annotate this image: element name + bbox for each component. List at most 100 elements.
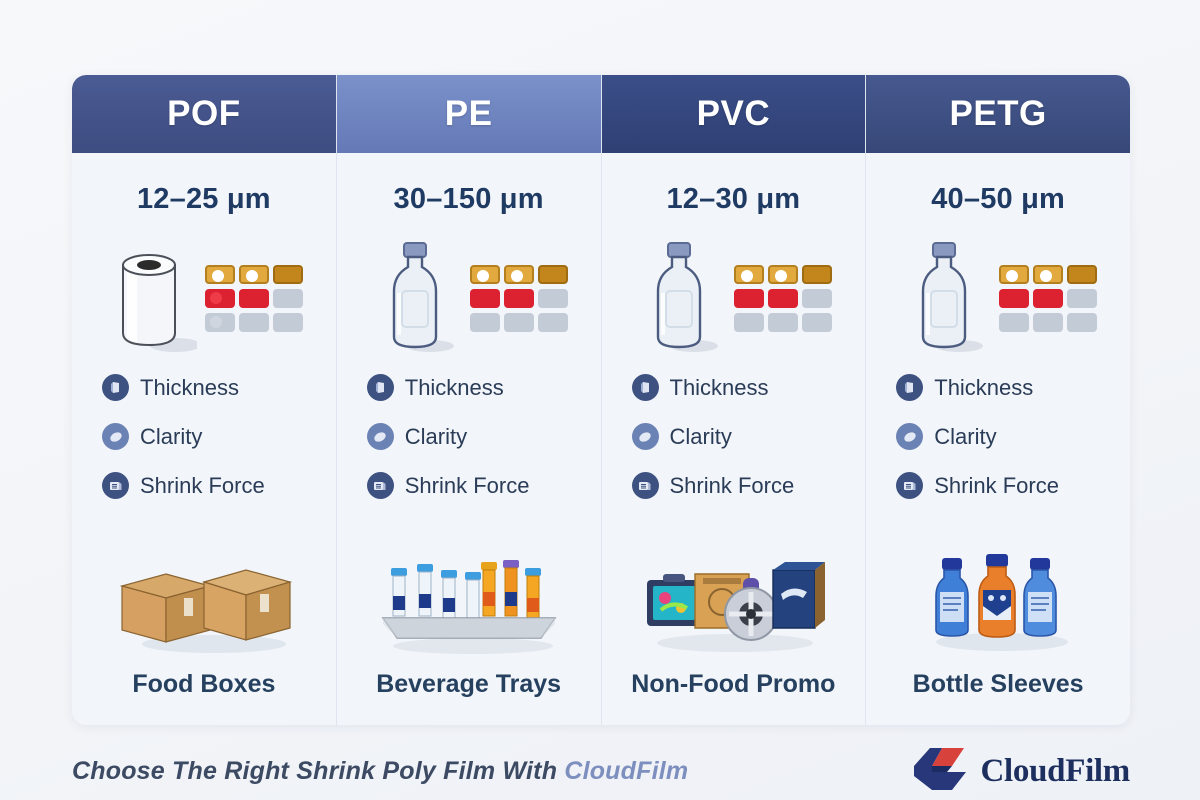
column-header-pof: POF	[72, 75, 336, 153]
rating-grid	[734, 259, 833, 332]
film-roll-icon	[121, 253, 197, 352]
rating-pill	[802, 312, 833, 332]
rating-pill	[802, 288, 833, 308]
clarity-icon	[366, 423, 394, 450]
rating-pill	[537, 264, 568, 284]
feature-label: Thickness	[140, 374, 240, 400]
brand-logo[interactable]: CloudFilm	[908, 746, 1131, 796]
rating-pill	[272, 264, 303, 284]
cloudfilm-cube-logo	[913, 748, 966, 790]
rating-pill	[999, 264, 1030, 284]
rating-pill	[999, 288, 1030, 308]
feature-list: Thickness Clarity Shrink Force	[72, 374, 336, 499]
rating-pill	[734, 312, 765, 332]
rating-row-gray	[999, 312, 1098, 332]
feature-label: Thickness	[934, 374, 1034, 400]
thickness-value: 12–30 μm	[666, 183, 801, 215]
comparison-card: POF 12–25 μm	[72, 75, 1130, 725]
thickness-icon	[631, 374, 659, 401]
feature-shrink-force: Shrink Force	[896, 472, 1130, 499]
beverage-tray-icon	[381, 560, 557, 654]
feature-label: Shrink Force	[404, 472, 530, 498]
rating-pill	[469, 264, 500, 284]
rating-row-gold	[204, 264, 303, 284]
rating-pill	[238, 264, 269, 284]
rating-pill	[272, 288, 303, 308]
product-visual-row	[602, 230, 866, 360]
rating-pill	[503, 288, 534, 308]
logo-text: CloudFilm	[980, 752, 1131, 789]
rating-row-red	[204, 288, 303, 308]
rating-pill	[1033, 312, 1064, 332]
feature-shrink-force: Shrink Force	[102, 472, 336, 499]
application-label: Non-Food Promo	[631, 670, 836, 698]
rating-pill	[1067, 264, 1098, 284]
column-title: PE	[444, 94, 493, 133]
feature-thickness: Thickness	[366, 374, 601, 401]
feature-clarity: Clarity	[631, 423, 866, 450]
rating-pill	[734, 264, 765, 284]
rating-pill	[272, 312, 303, 332]
feature-label: Shrink Force	[669, 472, 795, 498]
feature-label: Clarity	[934, 423, 997, 449]
rating-pill	[768, 312, 799, 332]
column-header-pvc: PVC	[601, 75, 866, 153]
rating-row-red	[999, 288, 1098, 308]
feature-shrink-force: Shrink Force	[631, 472, 866, 499]
feature-list: Thickness Clarity Shrink Force	[337, 374, 601, 499]
product-visual-row	[72, 230, 336, 360]
thickness-icon	[366, 374, 394, 401]
column-pof: POF 12–25 μm	[72, 75, 337, 725]
cardboard-boxes-icon	[119, 569, 293, 653]
thickness-value: 12–25 μm	[136, 183, 271, 215]
rating-row-gold	[469, 264, 568, 284]
rating-row-red	[734, 288, 833, 308]
feature-thickness: Thickness	[631, 374, 866, 401]
rating-pill	[503, 312, 534, 332]
rating-pill	[469, 312, 500, 332]
rating-pill	[537, 312, 568, 332]
thickness-value: 40–50 μm	[931, 183, 1066, 215]
feature-label: Clarity	[404, 423, 468, 449]
column-pvc: PVC 12–30 μm	[601, 75, 867, 725]
column-pe: PE 30–150 μm	[336, 75, 602, 725]
shrink-force-icon	[366, 472, 394, 499]
rating-row-red	[469, 288, 568, 308]
rating-pill	[204, 264, 235, 284]
clarity-icon	[631, 423, 659, 450]
rating-row-gold	[999, 264, 1098, 284]
rating-grid	[469, 259, 568, 332]
sleeved-bottles-icon	[935, 554, 1069, 651]
rating-pill	[503, 264, 534, 284]
footer: Choose The Right Shrink Poly Film With C…	[72, 745, 1130, 797]
plastic-bottle-icon	[921, 241, 984, 352]
rating-pill	[204, 312, 235, 332]
rating-pill	[999, 312, 1030, 332]
column-title: POF	[167, 94, 241, 133]
rating-pill	[768, 264, 799, 284]
plastic-bottle-icon	[657, 241, 719, 352]
application-visual	[866, 544, 1130, 656]
feature-label: Shrink Force	[934, 472, 1059, 498]
rating-row-gray	[204, 312, 303, 332]
tagline-main: Choose The Right Shrink Poly Film With	[72, 756, 565, 785]
rating-pill	[238, 288, 269, 308]
feature-label: Thickness	[404, 374, 504, 400]
column-title: PETG	[949, 94, 1047, 133]
column-header-petg: PETG	[866, 75, 1130, 153]
rating-row-gray	[734, 312, 833, 332]
feature-list: Thickness Clarity Shrink Force	[866, 374, 1130, 499]
rating-pill	[1033, 288, 1064, 308]
plastic-bottle-icon	[392, 241, 454, 352]
application-visual	[337, 544, 601, 656]
feature-thickness: Thickness	[896, 374, 1130, 401]
product-visual-row	[337, 230, 601, 360]
rating-pill	[204, 288, 235, 308]
feature-label: Thickness	[669, 374, 769, 400]
clarity-icon	[896, 423, 924, 450]
application-visual	[602, 544, 866, 656]
application-visual	[72, 544, 336, 656]
shrink-force-icon	[631, 472, 659, 499]
feature-clarity: Clarity	[896, 423, 1130, 450]
thickness-value: 30–150 μm	[393, 183, 544, 215]
